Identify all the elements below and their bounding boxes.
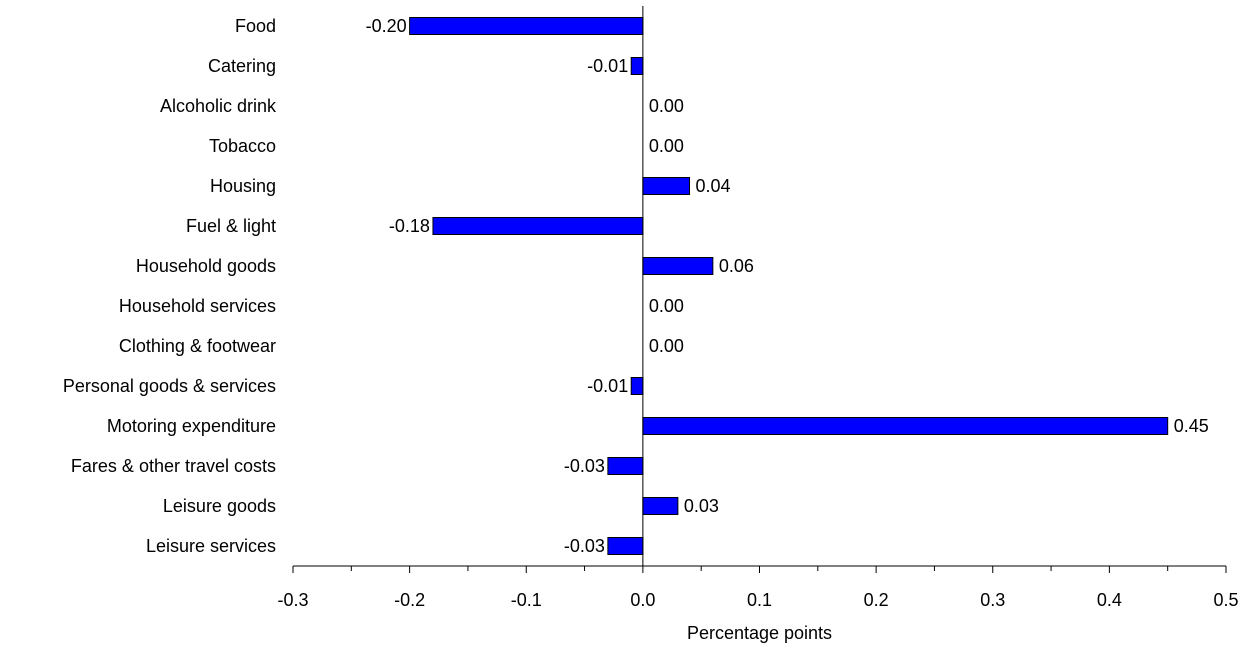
bar: [630, 57, 644, 75]
category-label: Food: [235, 16, 276, 36]
data-label: -0.03: [564, 456, 605, 476]
category-label: Catering: [208, 56, 276, 76]
data-label: 0.00: [649, 296, 684, 316]
bar: [642, 257, 714, 275]
bar: [642, 417, 1169, 435]
x-tick-label: -0.2: [394, 590, 425, 610]
category-label: Fares & other travel costs: [71, 456, 276, 476]
x-axis-title: Percentage points: [687, 623, 832, 643]
data-label: 0.00: [649, 336, 684, 356]
x-tick-label: -0.1: [511, 590, 542, 610]
bar: [642, 497, 679, 515]
category-label: Household services: [119, 296, 276, 316]
data-label: -0.01: [587, 376, 628, 396]
category-label: Personal goods & services: [63, 376, 276, 396]
category-label: Alcoholic drink: [160, 96, 277, 116]
axis-layer: [293, 6, 1226, 567]
x-tick-label: 0.3: [980, 590, 1005, 610]
data-label: 0.04: [696, 176, 731, 196]
category-label: Clothing & footwear: [119, 336, 276, 356]
data-label: 0.00: [649, 96, 684, 116]
bar: [642, 177, 691, 195]
xticks-layer: -0.3 -0.2 -0.1 0.0 0.1 0.2 0.3 0.4 0.5: [277, 566, 1239, 610]
category-label: Leisure goods: [163, 496, 276, 516]
bar: [607, 457, 644, 475]
data-label: -0.01: [587, 56, 628, 76]
data-label: 0.00: [649, 136, 684, 156]
category-label: Housing: [210, 176, 276, 196]
x-tick-label: 0.1: [747, 590, 772, 610]
x-tick-label: 0.5: [1213, 590, 1238, 610]
x-tick-label: 0.4: [1097, 590, 1122, 610]
x-tick-label: 0.2: [864, 590, 889, 610]
category-label: Fuel & light: [186, 216, 276, 236]
bar: [409, 17, 644, 35]
data-label: 0.06: [719, 256, 754, 276]
category-label: Household goods: [136, 256, 276, 276]
data-label: 0.03: [684, 496, 719, 516]
x-tick-label: 0.0: [630, 590, 655, 610]
bars-layer: [409, 17, 1169, 555]
value-labels: -0.20 -0.01 0.00 0.00 0.04 -0.18 0.06 0.00 0.00 -…: [366, 16, 1209, 556]
data-label: -0.18: [389, 216, 430, 236]
bar: [432, 217, 644, 235]
data-label: -0.03: [564, 536, 605, 556]
data-label: -0.20: [366, 16, 407, 36]
bar: [630, 377, 644, 395]
category-label: Tobacco: [209, 136, 276, 156]
category-label: Motoring expenditure: [107, 416, 276, 436]
data-label: 0.45: [1174, 416, 1209, 436]
x-tick-label: -0.3: [277, 590, 308, 610]
bar: [607, 537, 644, 555]
category-label: Leisure services: [146, 536, 276, 556]
category-labels: Food Catering Alcoholic drink Tobacco Housin…: [63, 16, 277, 556]
